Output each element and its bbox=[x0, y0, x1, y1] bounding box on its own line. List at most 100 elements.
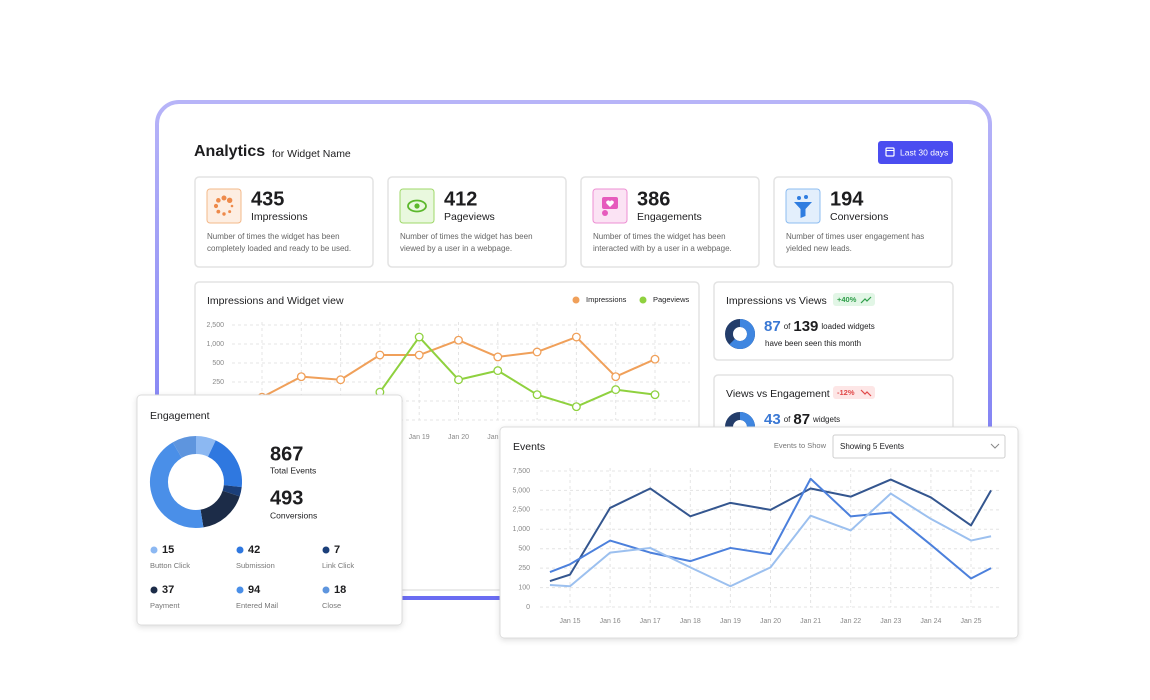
stat-description: Number of times user engagement has bbox=[786, 232, 924, 241]
chart-title: Impressions and Widget view bbox=[207, 295, 344, 307]
icon-dot bbox=[226, 197, 233, 204]
legend-dot bbox=[572, 296, 580, 304]
conversions-label: Conversions bbox=[270, 510, 317, 520]
point bbox=[414, 332, 424, 342]
ratio-title: Views vs Engagement bbox=[726, 388, 830, 400]
point bbox=[493, 366, 503, 376]
stat-label: Pageviews bbox=[444, 211, 495, 223]
ratio-donut-arc bbox=[729, 319, 755, 349]
x-tick-label: Jan 21 bbox=[800, 618, 821, 625]
donut-segment bbox=[207, 440, 242, 488]
ratio-of: of bbox=[784, 322, 791, 331]
item-label: Close bbox=[322, 601, 341, 610]
change-arrow bbox=[860, 296, 872, 304]
icon-dot bbox=[216, 209, 221, 214]
y-tick-label: 2,500 bbox=[206, 322, 224, 329]
stat-description: Number of times the widget has been bbox=[593, 232, 726, 241]
calendar-icon bbox=[885, 147, 895, 157]
y-tick-label: 0 bbox=[526, 604, 530, 611]
x-tick-label: Jan 18 bbox=[680, 618, 701, 625]
point bbox=[571, 332, 581, 342]
donut-segment bbox=[222, 484, 242, 497]
ratio-sentence: 87 of 139 loaded widgets bbox=[764, 318, 875, 335]
y-tick-label: 7,500 bbox=[512, 468, 530, 475]
icon-dot bbox=[216, 198, 221, 203]
y-tick-label: 5,000 bbox=[512, 487, 530, 494]
x-tick-label: Jan 16 bbox=[600, 618, 621, 625]
ratio-card bbox=[713, 281, 954, 361]
stat-description: viewed by a user in a webpage. bbox=[400, 244, 512, 253]
button-label[interactable]: Last 30 days bbox=[900, 147, 948, 157]
x-tick-label: Jan 25 bbox=[960, 618, 981, 625]
point bbox=[650, 390, 660, 400]
legend-dot bbox=[236, 586, 244, 594]
dropdown[interactable] bbox=[832, 434, 1006, 459]
series-line bbox=[379, 336, 656, 408]
item-value: 42 bbox=[248, 544, 260, 556]
y-tick-label: 500 bbox=[212, 360, 224, 367]
point bbox=[414, 350, 424, 360]
item-value: 18 bbox=[334, 584, 346, 596]
x-tick-label: Jan 19 bbox=[409, 434, 430, 441]
ratio-of: of bbox=[784, 415, 791, 424]
point bbox=[454, 335, 463, 345]
page-title: Analytics bbox=[194, 143, 265, 160]
icon-heart bbox=[606, 200, 614, 207]
legend-label: Impressions bbox=[586, 295, 627, 304]
change-value: +40% bbox=[837, 295, 857, 304]
total-value: 867 bbox=[270, 443, 303, 465]
point bbox=[296, 372, 306, 382]
x-tick-label: Jan 23 bbox=[880, 618, 901, 625]
icon-dot bbox=[230, 204, 234, 208]
series-line bbox=[549, 477, 992, 580]
ratio-total: 139 bbox=[793, 318, 818, 335]
page-subtitle: for Widget Name bbox=[272, 148, 351, 160]
item-value: 37 bbox=[162, 584, 174, 596]
button-bg[interactable] bbox=[878, 141, 953, 164]
stat-value: 386 bbox=[637, 188, 670, 210]
point bbox=[375, 350, 385, 360]
point bbox=[532, 347, 542, 357]
ratio-value: 87 bbox=[764, 318, 781, 335]
y-tick-label: 250 bbox=[518, 565, 530, 572]
conversions-value: 493 bbox=[270, 487, 303, 509]
item-label: Submission bbox=[236, 561, 275, 570]
dropdown-chevron[interactable] bbox=[990, 443, 1000, 449]
card-title: Engagement bbox=[150, 410, 210, 422]
stat-value: 412 bbox=[444, 188, 477, 210]
ratio-total: 87 bbox=[793, 411, 810, 428]
x-tick-label: Jan 20 bbox=[448, 434, 469, 441]
change-badge bbox=[833, 293, 875, 306]
point bbox=[571, 402, 581, 412]
icon-dot bbox=[221, 195, 227, 201]
stat-label: Impressions bbox=[251, 211, 308, 223]
stat-description: interacted with by a user in a webpage. bbox=[593, 244, 732, 253]
icon-pupil bbox=[414, 203, 420, 209]
icon-dot bbox=[804, 195, 808, 199]
stat-description: Number of times the widget has been bbox=[400, 232, 533, 241]
series-line bbox=[549, 478, 992, 583]
x-tick-label: Jan 19 bbox=[720, 618, 741, 625]
legend-dot bbox=[150, 586, 158, 594]
filter-value[interactable]: Showing 5 Events bbox=[840, 442, 904, 451]
x-tick-label: Jan 17 bbox=[640, 618, 661, 625]
ratio-value: 43 bbox=[764, 411, 781, 428]
stat-label: Engagements bbox=[637, 211, 702, 223]
legend-dot bbox=[322, 546, 330, 554]
card bbox=[499, 426, 1019, 639]
y-tick-label: 2,500 bbox=[512, 507, 530, 514]
range-button[interactable]: Last 30 days bbox=[878, 141, 953, 164]
point bbox=[454, 375, 463, 385]
icon-dot bbox=[213, 203, 219, 209]
point bbox=[336, 375, 346, 385]
icon-eye bbox=[407, 199, 427, 213]
change-badge bbox=[833, 386, 875, 399]
stat-icon bbox=[206, 188, 242, 224]
item-label: Entered Mail bbox=[236, 601, 278, 610]
ratio-sentence: 43 of 87 widgets bbox=[764, 411, 840, 428]
point bbox=[532, 390, 542, 400]
donut-segment bbox=[195, 436, 216, 457]
legend-dot bbox=[322, 586, 330, 594]
